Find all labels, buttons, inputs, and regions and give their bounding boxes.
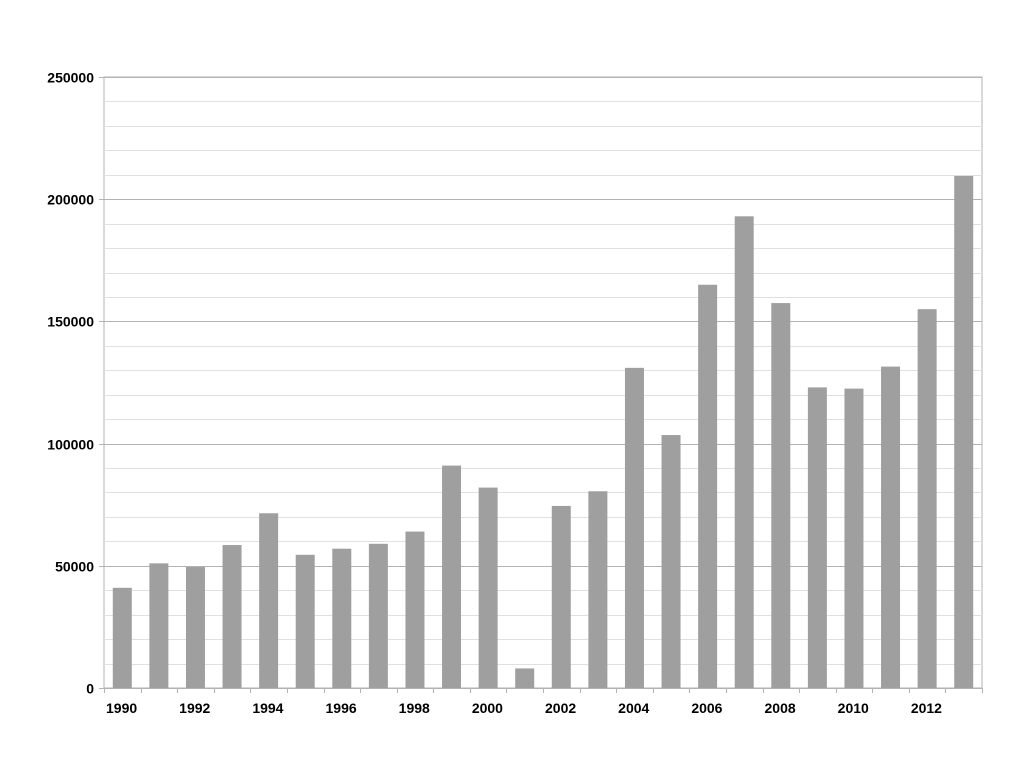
label-layer: 0 50000 100000 150000 200000 250000 1990 1992 19… [47, 70, 942, 717]
bar-2001 [515, 668, 535, 688]
x-tick-label: 2000 [472, 700, 503, 716]
bar-1990 [112, 587, 132, 688]
bar-2004 [624, 367, 644, 688]
x-tick-label: 1990 [106, 700, 137, 716]
bar-2008 [771, 303, 791, 688]
x-tick-label: 1992 [179, 700, 210, 716]
x-tick-label: 1996 [326, 700, 357, 716]
bar-layer [112, 175, 974, 689]
grid-layer [103, 76, 983, 689]
bar-2013 [954, 175, 974, 689]
bar-1997 [368, 543, 388, 688]
bar-1999 [442, 465, 462, 688]
bar-1992 [185, 567, 205, 688]
x-tick-label: 1994 [252, 700, 283, 716]
bar-1991 [149, 563, 169, 688]
bar-1993 [222, 545, 242, 688]
bar-2007 [734, 216, 754, 688]
x-tick-label: 2010 [838, 700, 869, 716]
bar-2006 [698, 284, 718, 688]
y-tick-label: 250000 [47, 70, 94, 86]
x-tick-label: 2006 [691, 700, 722, 716]
y-tick-label: 200000 [47, 192, 94, 208]
y-tick-label: 0 [86, 681, 94, 697]
y-tick-label: 100000 [47, 437, 94, 453]
bar-2003 [588, 491, 608, 688]
bar-1996 [332, 548, 352, 688]
bar-2000 [478, 487, 498, 688]
bar-2009 [807, 387, 827, 688]
bar-2011 [881, 366, 901, 688]
x-tick-label: 2008 [765, 700, 796, 716]
y-tick-label: 50000 [55, 559, 94, 575]
axis-layer [99, 77, 983, 693]
y-tick-label: 150000 [47, 314, 94, 330]
plot-area [103, 76, 983, 689]
bar-1994 [259, 513, 279, 688]
bar-2012 [917, 309, 937, 688]
bar-2010 [844, 388, 864, 688]
x-tick-label: 2004 [618, 700, 649, 716]
x-tick-label: 1998 [399, 700, 430, 716]
bar-1995 [295, 554, 315, 688]
bar-2005 [661, 435, 681, 688]
bar-2002 [551, 505, 571, 688]
x-tick-label: 2012 [911, 700, 942, 716]
x-tick-label: 2002 [545, 700, 576, 716]
bar-1998 [405, 531, 425, 688]
